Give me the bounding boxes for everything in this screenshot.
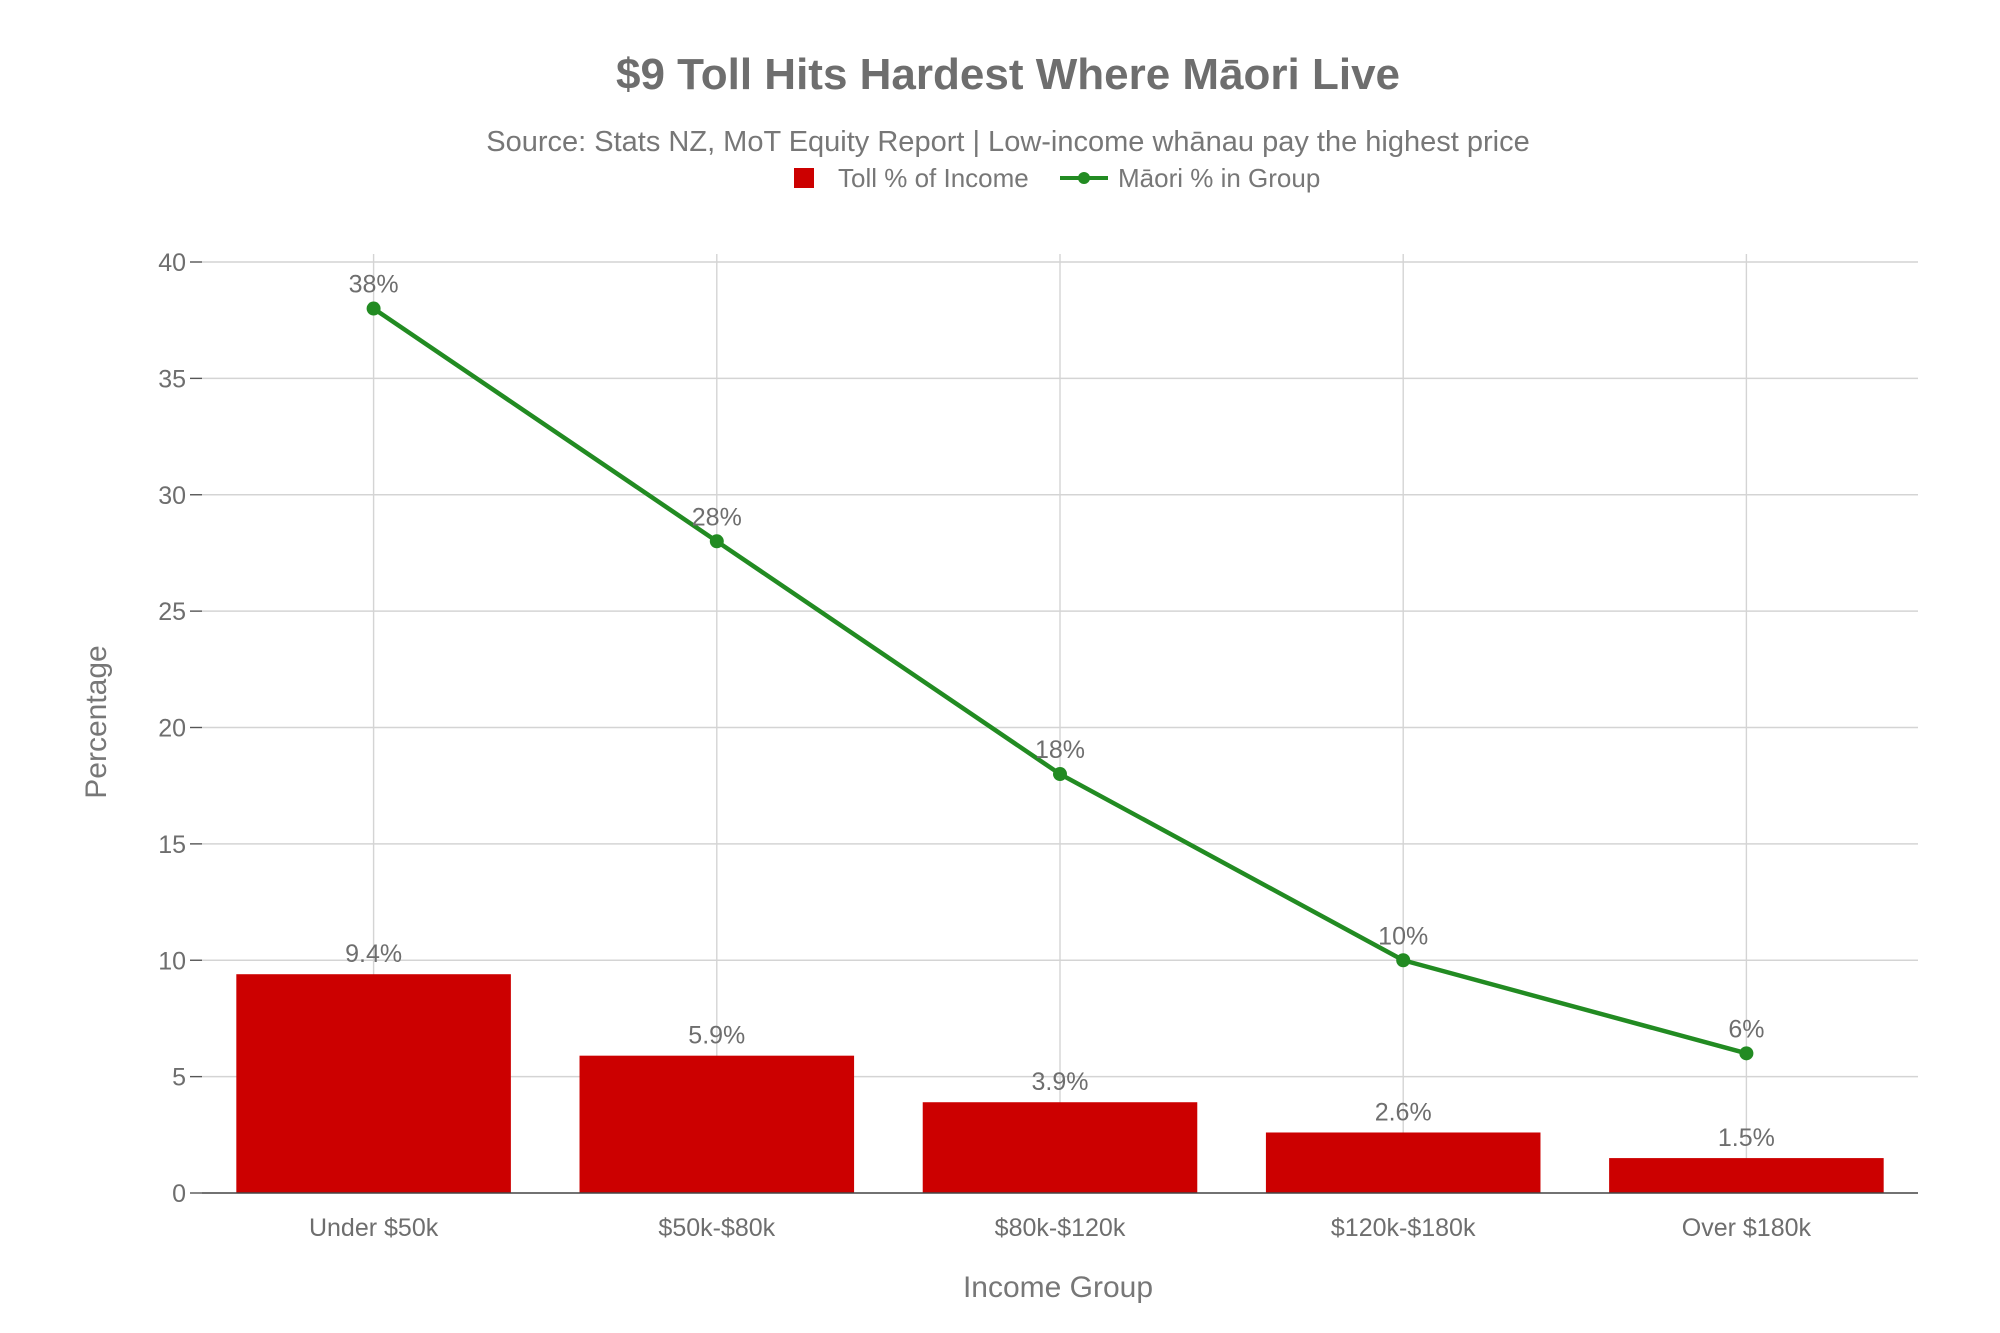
y-axis-ticks: 0 5 10 15 20 25 30 35 40 (158, 249, 202, 1208)
x-tick-label: $80k-$120k (995, 1214, 1126, 1242)
legend-label-bars: Toll % of Income (838, 163, 1029, 193)
line-series: 38% 28% 18% 10% 6% (349, 271, 1764, 1061)
y-tick-label: 30 (158, 482, 186, 510)
bar[interactable] (1609, 1158, 1884, 1193)
bar-data-label: 5.9% (688, 1022, 745, 1050)
y-tick-label: 35 (158, 365, 186, 393)
line-data-label: 28% (692, 503, 742, 531)
bar[interactable] (1265, 1132, 1541, 1193)
x-axis-ticks: Under $50k $50k-$80k $80k-$120k $120k-$180k… (309, 1214, 1812, 1242)
legend-swatch-bars (794, 168, 814, 188)
bar-data-label: 9.4% (345, 940, 402, 968)
legend: Toll % of Income Māori % in Group (794, 163, 1320, 193)
line-data-label: 18% (1035, 736, 1085, 764)
chart-subtitle: Source: Stats NZ, MoT Equity Report | Lo… (486, 126, 1529, 158)
line-point[interactable] (1396, 953, 1411, 968)
bar[interactable] (236, 974, 511, 1193)
y-tick-label: 25 (158, 598, 186, 626)
x-tick-label: Under $50k (309, 1214, 439, 1242)
y-tick-label: 20 (158, 715, 186, 743)
x-tick-label: $50k-$80k (658, 1214, 775, 1242)
legend-marker-line (1078, 172, 1090, 184)
y-tick-label: 15 (158, 831, 186, 859)
legend-item-line[interactable]: Māori % in Group (1060, 163, 1320, 193)
y-tick-label: 0 (172, 1180, 186, 1208)
bar-data-label: 2.6% (1375, 1098, 1432, 1126)
chart-title: $9 Toll Hits Hardest Where Māori Live (616, 50, 1400, 99)
line-data-label: 6% (1728, 1015, 1764, 1043)
line-point[interactable] (1739, 1046, 1754, 1061)
legend-item-bars[interactable]: Toll % of Income (794, 163, 1029, 193)
x-axis-title: Income Group (963, 1271, 1153, 1304)
line-point[interactable] (1053, 767, 1067, 782)
x-tick-label: Over $180k (1682, 1214, 1812, 1242)
y-tick-label: 40 (158, 249, 186, 277)
line-data-label: 10% (1378, 922, 1428, 950)
legend-label-line: Māori % in Group (1118, 163, 1320, 193)
bar-data-label: 1.5% (1718, 1124, 1775, 1152)
line-point[interactable] (709, 534, 724, 549)
y-tick-label: 10 (158, 947, 186, 975)
line-point[interactable] (366, 301, 381, 316)
y-axis-title: Percentage (80, 645, 113, 798)
bar-data-label: 3.9% (1032, 1068, 1089, 1096)
bar[interactable] (579, 1055, 855, 1193)
bar-series: 9.4% 5.9% 3.9% 2.6% 1.5% (236, 940, 1884, 1193)
y-tick-label: 5 (172, 1064, 186, 1092)
x-gridlines (372, 254, 1748, 1193)
bar[interactable] (922, 1102, 1198, 1193)
line-data-label: 38% (349, 271, 399, 299)
x-tick-label: $120k-$180k (1331, 1214, 1476, 1242)
